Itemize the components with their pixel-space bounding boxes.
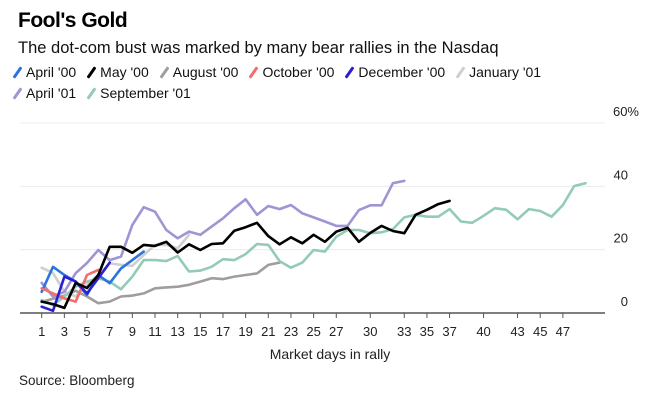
legend-item: December '00 [344, 63, 446, 82]
series-line-january-01 [40, 233, 191, 298]
x-tick-label: 3 [61, 324, 68, 339]
series-line-may-00 [40, 199, 451, 310]
series-line-april-01 [40, 179, 406, 298]
legend-item: September '01 [86, 84, 191, 103]
x-tick-label: 35 [420, 324, 434, 339]
legend-item: April '00 [12, 63, 77, 82]
legend-item: April '01 [12, 84, 77, 103]
x-tick-label: 17 [216, 324, 230, 339]
series-line-august-00 [40, 261, 281, 305]
x-tick-label: 15 [193, 324, 207, 339]
x-axis-title: Market days in rally [270, 346, 391, 362]
series-line-october-00 [40, 268, 100, 303]
x-tick-label: 1 [38, 324, 45, 339]
y-tick-label: 20 [614, 231, 628, 246]
x-tick-label: 11 [148, 324, 162, 339]
series-line-september-01 [40, 181, 587, 307]
x-tick-label: 30 [363, 324, 377, 339]
y-tick-label: 40 [614, 167, 628, 182]
x-tick-label: 13 [170, 324, 184, 339]
legend-label: August '00 [172, 64, 239, 80]
x-axis: 1 3 5 7 9 11 13 15 17 19 21 23 25 27 30 33 35 37 40 43 45 47 [20, 312, 605, 339]
x-tick-label: 7 [106, 324, 113, 339]
legend-label: October '00 [262, 64, 335, 80]
gridlines [20, 122, 605, 251]
x-tick-label: 21 [261, 324, 275, 339]
y-tick-label: 60% [613, 104, 639, 119]
chart-subtitle: The dot-com bust was marked by many bear… [18, 39, 499, 57]
legend-item: August '00 [159, 63, 239, 82]
x-tick-label: 43 [510, 324, 524, 339]
legend-item: January '01 [455, 63, 542, 82]
x-tick-label: 47 [556, 324, 570, 339]
legend-label: April '01 [26, 85, 77, 101]
x-tick-label: 19 [238, 324, 252, 339]
series-lines [40, 179, 587, 313]
x-tick-label: 25 [306, 324, 320, 339]
x-tick-label: 40 [476, 324, 490, 339]
x-tick-label: 9 [129, 324, 136, 339]
source-note: Source: Bloomberg [19, 373, 135, 388]
x-tick-label: 23 [284, 324, 298, 339]
legend-item: October '00 [249, 63, 335, 82]
x-tick-label: 37 [442, 324, 456, 339]
legend: April '00 May '00 August '00 October '00 Dec… [12, 63, 656, 105]
x-tick-label: 45 [533, 324, 547, 339]
legend-label: January '01 [469, 64, 542, 80]
x-tick-label: 5 [83, 324, 90, 339]
y-tick-label: 0 [621, 294, 628, 309]
legend-item: May '00 [86, 63, 149, 82]
x-tick-label: 33 [397, 324, 411, 339]
chart-title: Fool's Gold [18, 9, 128, 32]
legend-label: April '00 [26, 64, 77, 80]
legend-label: December '00 [358, 64, 446, 80]
y-axis: 0 20 40 60% [613, 104, 639, 309]
x-tick-label: 27 [329, 324, 343, 339]
legend-label: May '00 [100, 64, 149, 80]
legend-label: September '01 [100, 85, 191, 101]
